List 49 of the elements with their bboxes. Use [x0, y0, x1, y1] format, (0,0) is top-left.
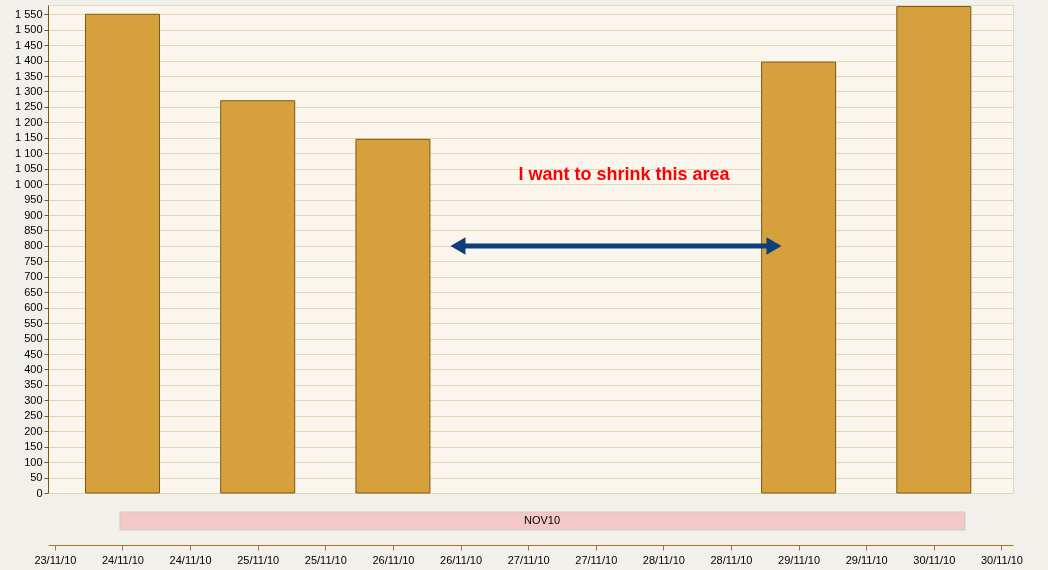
- y-tick-label: 750: [24, 254, 43, 267]
- y-tick-label: 500: [24, 332, 43, 345]
- y-tick-label: 1 350: [14, 69, 43, 82]
- x-tick-label: 26/11/10: [372, 553, 415, 566]
- x-tick-label: 25/11/10: [304, 553, 347, 566]
- y-tick-label: 400: [24, 362, 43, 375]
- y-tick-label: 300: [24, 393, 43, 406]
- annotation: I want to shrink this area: [518, 164, 731, 184]
- x-tick-label: 25/11/10: [237, 553, 280, 566]
- y-tick-label: 350: [24, 378, 43, 391]
- y-tick-label: 1 450: [14, 38, 43, 51]
- y-tick-label: 0: [36, 486, 43, 499]
- y-tick-label: 250: [24, 409, 43, 422]
- y-tick-label: 1 550: [14, 7, 43, 20]
- x-tick-label: 24/11/10: [169, 553, 212, 566]
- x-tick-label: 23/11/10: [34, 553, 77, 566]
- y-tick-label: 800: [24, 239, 43, 252]
- y-tick-label: 1 050: [14, 162, 43, 175]
- x-tick-label: 26/11/10: [440, 553, 483, 566]
- x-tick-label: 29/11/10: [845, 553, 888, 566]
- x-tick-label: 30/11/10: [980, 553, 1023, 566]
- y-tick-label: 1 250: [14, 100, 43, 113]
- y-tick-label: 650: [24, 285, 43, 298]
- y-tick-label: 1 200: [14, 115, 43, 128]
- y-tick-label: 950: [24, 193, 43, 206]
- x-tick-label: 28/11/10: [710, 553, 753, 566]
- y-tick-label: 450: [24, 347, 43, 360]
- y-tick-label: 1 500: [14, 23, 43, 36]
- x-tick-label: 27/11/10: [575, 553, 618, 566]
- x-tick-label: 27/11/10: [507, 553, 550, 566]
- x-tick-label: 29/11/10: [778, 553, 821, 566]
- y-tick-label: 150: [24, 440, 43, 453]
- y-tick-label: 1 150: [14, 131, 43, 144]
- x-tick-label: 28/11/10: [642, 553, 685, 566]
- x-tick-label: 30/11/10: [913, 553, 956, 566]
- y-tick-label: 700: [24, 270, 43, 283]
- x-tick-label: 24/11/10: [101, 553, 144, 566]
- y-tick-label: 1 000: [14, 177, 43, 190]
- y-tick-label: 900: [24, 208, 43, 221]
- y-tick-label: 200: [24, 424, 43, 437]
- y-tick-label: 850: [24, 223, 43, 236]
- y-tick-label: 100: [24, 455, 43, 468]
- y-tick-label: 1 300: [14, 84, 43, 97]
- y-tick-label: 50: [30, 471, 43, 484]
- y-tick-label: 1 400: [14, 54, 43, 67]
- y-tick-label: 1 100: [14, 146, 43, 159]
- y-tick-label: 600: [24, 301, 43, 314]
- y-tick-label: 550: [24, 316, 43, 329]
- text: NOV10: [523, 514, 561, 526]
